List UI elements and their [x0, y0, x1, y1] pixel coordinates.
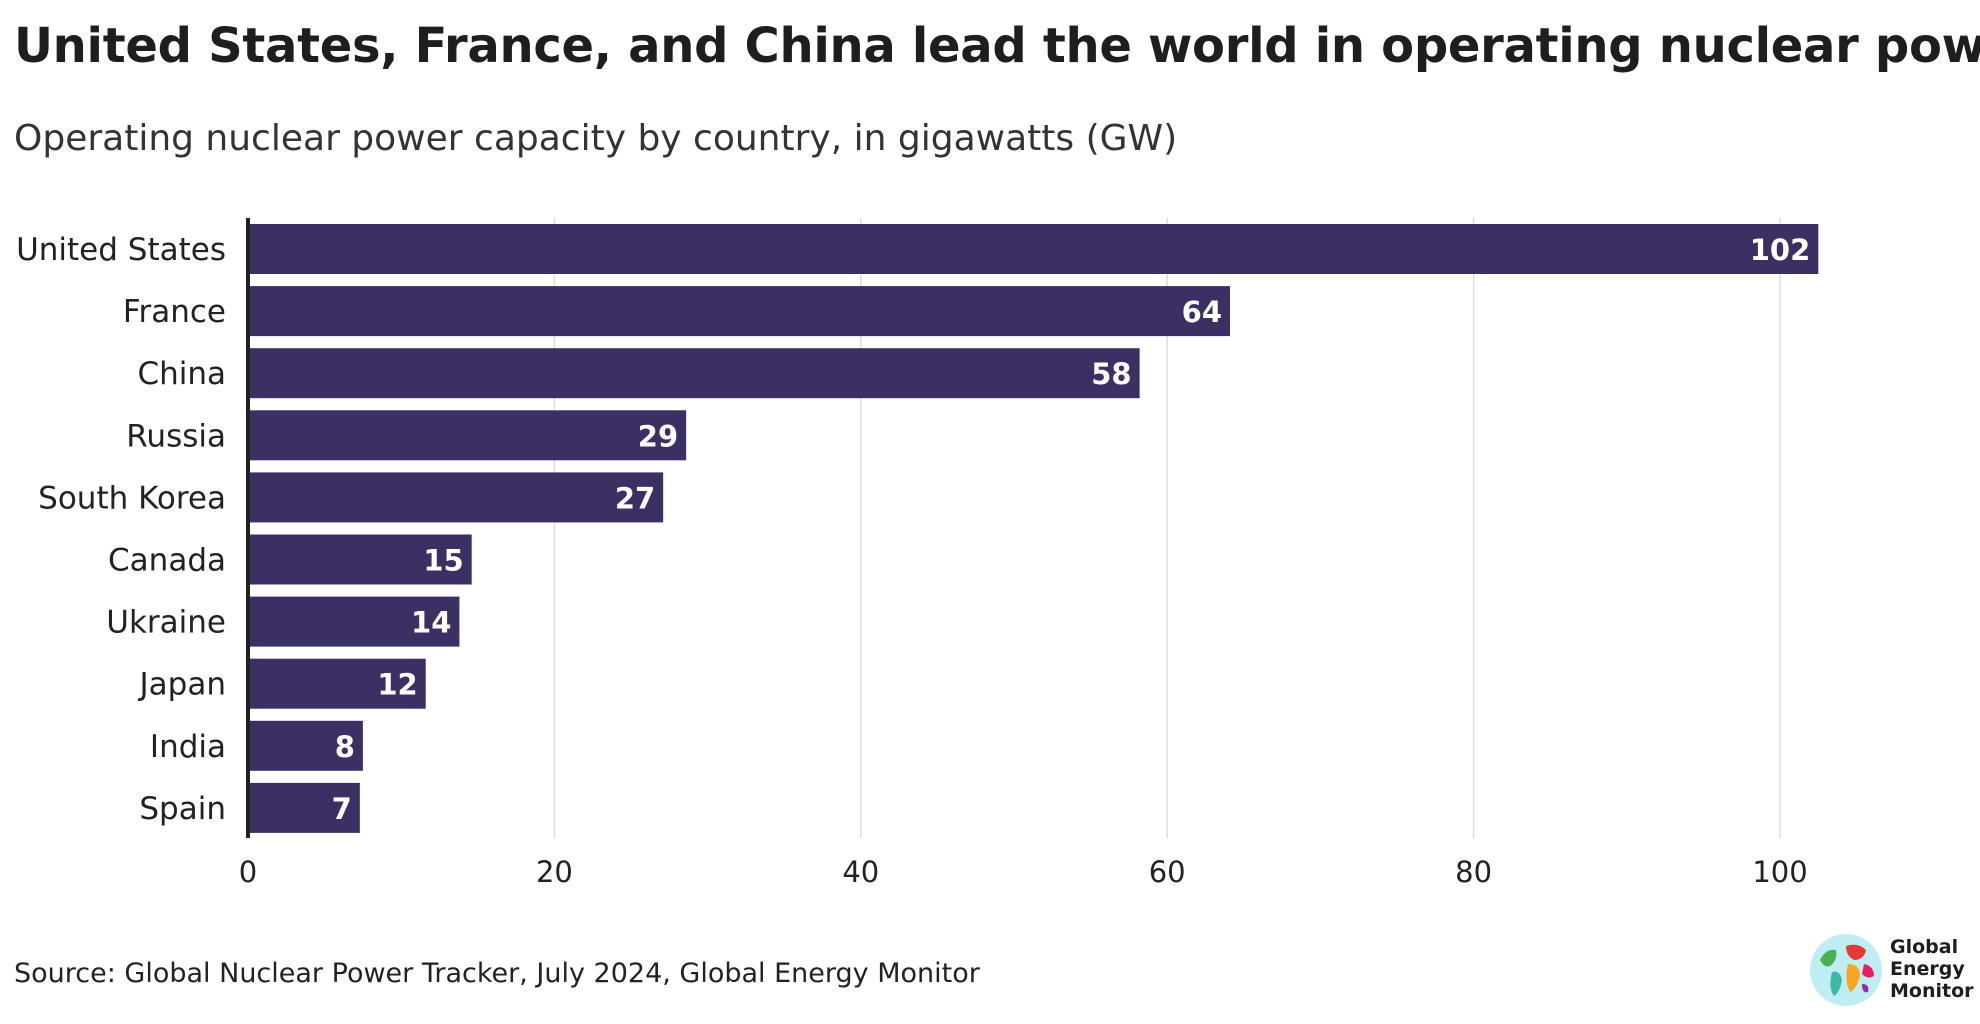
bars: 102 64 58 29 27 15 14 12 8 7	[248, 224, 1819, 833]
logo: Global Energy Monitor	[1806, 930, 1976, 1010]
data-label: 8	[335, 730, 355, 764]
bar-united-states	[248, 224, 1819, 274]
bar-canada	[248, 534, 472, 585]
logo-line-energy: Energy	[1890, 958, 1965, 980]
bar-japan	[248, 658, 426, 709]
category-label: United States	[16, 232, 226, 268]
data-label: 27	[615, 481, 655, 515]
bar-russia	[248, 410, 687, 461]
logo-text: Global Energy Monitor	[1890, 936, 1974, 1002]
bar-france	[248, 286, 1231, 337]
x-tick-label: 0	[239, 855, 257, 889]
data-label: 64	[1182, 295, 1222, 329]
source-note: Source: Global Nuclear Power Tracker, Ju…	[14, 958, 980, 989]
category-label: China	[137, 356, 226, 392]
data-label: 102	[1750, 233, 1811, 267]
x-tick-label: 100	[1752, 855, 1807, 889]
x-tick-label: 60	[1149, 855, 1186, 889]
data-label: 12	[377, 668, 417, 702]
data-label: 15	[423, 544, 463, 578]
bar-spain	[248, 782, 360, 833]
logo-line-monitor: Monitor	[1890, 980, 1974, 1002]
data-label: 58	[1091, 357, 1131, 391]
category-label: South Korea	[38, 480, 226, 516]
chart-subtitle: Operating nuclear power capacity by coun…	[14, 118, 1178, 159]
category-label: Japan	[138, 667, 226, 703]
category-label: Ukraine	[106, 605, 226, 641]
data-label: 7	[332, 792, 352, 826]
logo-line-global: Global	[1890, 936, 1959, 958]
chart-title: United States, France, and China lead th…	[14, 18, 1980, 74]
x-tick-label: 20	[536, 855, 573, 889]
bar-south-korea	[248, 472, 664, 523]
data-label: 29	[638, 419, 678, 453]
x-tick-label: 40	[842, 855, 879, 889]
category-label: France	[123, 294, 226, 330]
category-label: Canada	[108, 543, 226, 579]
data-label: 14	[411, 606, 451, 640]
bar-china	[248, 348, 1140, 399]
x-tick-label: 80	[1455, 855, 1492, 889]
category-label: India	[150, 729, 226, 765]
bar-chart: 102 64 58 29 27 15 14 12 8 7 United States France C…	[16, 218, 1819, 889]
globe-icon	[1810, 934, 1882, 1006]
bar-india	[248, 720, 363, 771]
bar-ukraine	[248, 596, 460, 647]
category-labels: United States France China Russia South Kore…	[16, 232, 226, 827]
category-label: Spain	[139, 791, 226, 827]
category-label: Russia	[126, 418, 226, 454]
x-tick-labels: 0 20 40 60 80 100	[239, 855, 1808, 889]
